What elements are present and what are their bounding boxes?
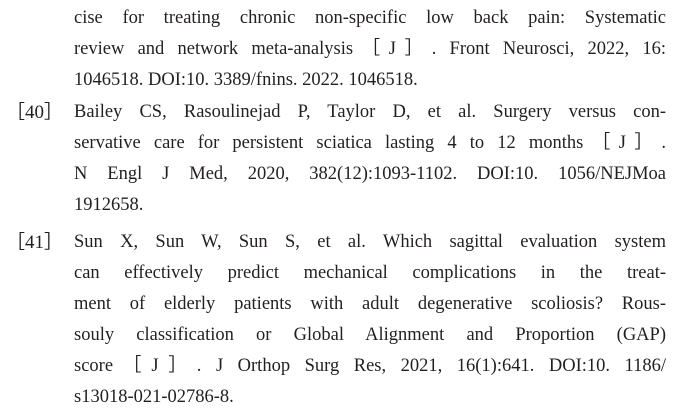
reference-line: cise for treating chronic non-specific l… — [74, 8, 666, 28]
reference-line: 1046518. DOI:10. 3389/fnins. 2022. 10465… — [74, 70, 418, 90]
reference-line: 1912658. — [74, 195, 144, 215]
reference-entry: ［41］ Sun X, Sun W, Sun S, et al. Which sa… — [0, 227, 666, 413]
reference-line: score［J］. J Orthop Surg Res, 2021, 16(1)… — [74, 356, 666, 376]
reference-line: souly classification or Global Alignment… — [74, 325, 666, 345]
reference-entry: ［40］ Bailey CS, Rasoulinejad P, Taylor D,… — [0, 97, 666, 221]
reference-number: ［41］ — [6, 232, 64, 253]
reference-list: cise for treating chronic non-specific l… — [0, 3, 674, 412]
reference-line: N Engl J Med, 2020, 382(12):1093-1102. D… — [74, 164, 666, 184]
reference-line: Bailey CS, Rasoulinejad P, Taylor D, et … — [74, 102, 666, 122]
reference-line: review and network meta-analysis［J］. Fro… — [74, 39, 666, 59]
reference-line: ment of elderly patients with adult dege… — [74, 294, 666, 314]
reference-number: ［40］ — [6, 102, 64, 123]
reference-line: servative care for persistent sciatica l… — [74, 133, 666, 153]
reference-entry: cise for treating chronic non-specific l… — [0, 3, 666, 96]
reference-line: s13018-021-02786-8. — [74, 387, 234, 407]
reference-line: can effectively predict mechanical compl… — [74, 263, 666, 283]
reference-line: Sun X, Sun W, Sun S, et al. Which sagitt… — [74, 232, 666, 252]
